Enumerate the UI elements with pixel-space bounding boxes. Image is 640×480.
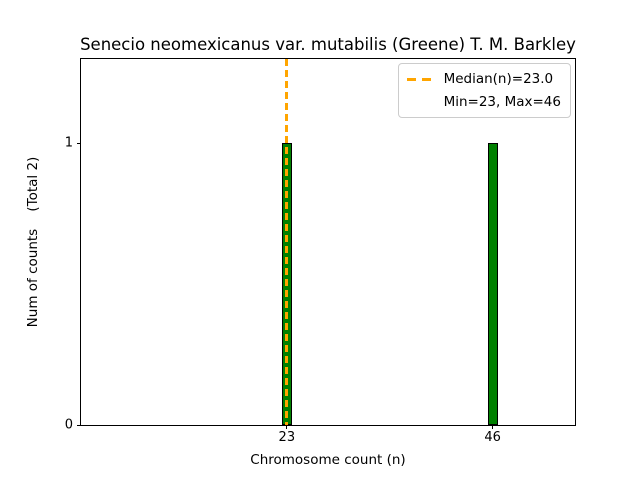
y-tick-label: 1: [64, 135, 73, 151]
legend-entry: Median(n)=23.0: [406, 70, 561, 88]
y-tick-label: 0: [64, 417, 73, 433]
histogram-bar: [487, 143, 498, 425]
legend-entry: Min=23, Max=46: [407, 93, 561, 111]
y-tick-mark: [77, 142, 81, 144]
x-axis-label: Chromosome count (n): [250, 452, 406, 468]
x-tick-label: 23: [278, 430, 296, 445]
legend-label: Median(n)=23.0: [443, 71, 554, 87]
legend-handle-empty: [407, 101, 431, 104]
y-axis-label: Num of counts (Total 2): [25, 156, 41, 328]
plot-area: Median(n)=23.0 Min=23, Max=46 23 46 0 1: [65, 58, 576, 444]
y-tick-mark: [77, 424, 81, 426]
chart-title: Senecio neomexicanus var. mutabilis (Gre…: [80, 35, 576, 54]
x-tick-mark: [492, 425, 494, 429]
x-tick-mark: [286, 425, 288, 429]
legend: Median(n)=23.0 Min=23, Max=46: [397, 63, 571, 119]
x-tick-label: 46: [484, 430, 501, 445]
median-line: [285, 59, 289, 425]
legend-label: Min=23, Max=46: [443, 94, 561, 111]
dashed-line-icon: [406, 77, 431, 81]
